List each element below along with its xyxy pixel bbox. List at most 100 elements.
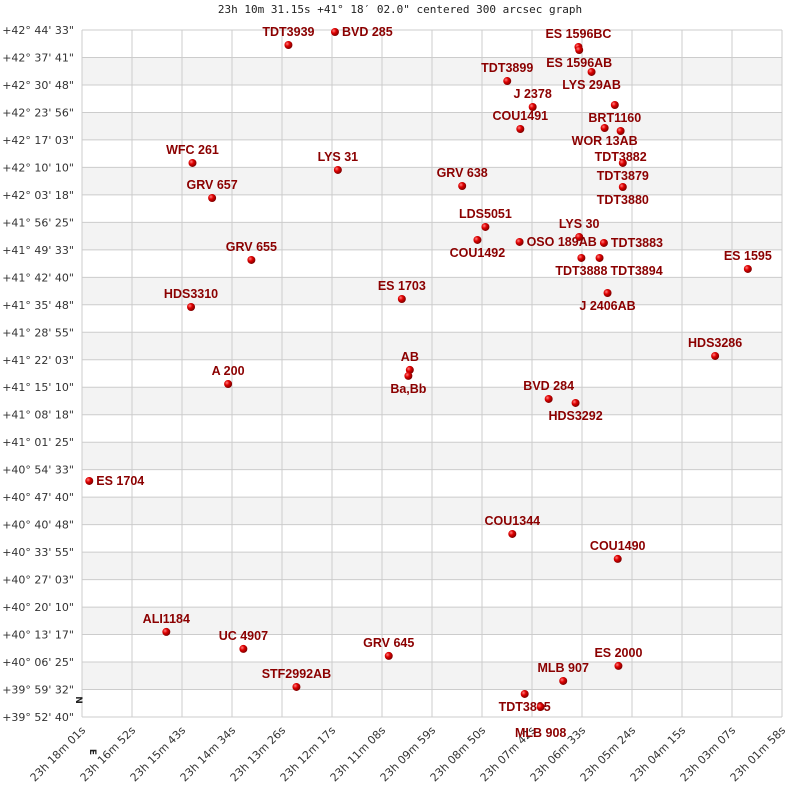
star-marker bbox=[515, 237, 524, 246]
star-marker bbox=[473, 235, 482, 244]
star-marker bbox=[575, 45, 584, 54]
star-label: COU1492 bbox=[450, 246, 506, 260]
star-tdt3894: TDT3894 bbox=[595, 253, 663, 278]
star-tdt3888: TDT3888 bbox=[555, 253, 607, 278]
star-cou1491: COU1491 bbox=[493, 109, 549, 133]
star-label: ALI1184 bbox=[143, 612, 190, 626]
star-marker bbox=[187, 302, 196, 311]
star-lys-30: LYS 30 bbox=[559, 217, 600, 241]
star-marker bbox=[616, 126, 625, 135]
star-wfc-261: WFC 261 bbox=[166, 143, 219, 167]
star-label: LDS5051 bbox=[459, 207, 512, 221]
star-tdt3899: TDT3899 bbox=[481, 61, 533, 86]
star-label: TDT3880 bbox=[597, 193, 649, 207]
star-label: ES 1703 bbox=[378, 279, 426, 293]
star-marker bbox=[508, 529, 517, 538]
star-mlb-907: MLB 907 bbox=[538, 661, 589, 685]
chart-title: 23h 10m 31.15s +41° 18′ 02.0" centered 3… bbox=[218, 3, 582, 16]
star-label: WFC 261 bbox=[166, 143, 219, 157]
star-label: BRT1160 bbox=[588, 111, 641, 125]
star-label: COU1344 bbox=[485, 514, 541, 528]
star-label: GRV 657 bbox=[187, 178, 238, 192]
star-marker bbox=[333, 165, 342, 174]
star-marker bbox=[536, 702, 545, 711]
star-marker bbox=[239, 644, 248, 653]
y-tick-label: +41° 35' 48" bbox=[2, 299, 74, 312]
star-marker bbox=[188, 158, 197, 167]
y-tick-label: +40° 27' 03" bbox=[2, 574, 74, 587]
star-ab: AB bbox=[401, 350, 419, 374]
star-label: BVD 285 bbox=[342, 25, 393, 39]
star-marker bbox=[404, 371, 413, 380]
star-es-2000: ES 2000 bbox=[594, 646, 642, 670]
y-tick-label: +41° 49' 33" bbox=[2, 244, 74, 257]
star-label: OSO 189AB bbox=[527, 235, 597, 249]
star-label: J 2406AB bbox=[579, 299, 635, 313]
star-marker bbox=[397, 294, 406, 303]
star-label: UC 4907 bbox=[219, 629, 268, 643]
star-j-2378: J 2378 bbox=[514, 87, 552, 112]
star-marker bbox=[162, 627, 171, 636]
star-lys-31: LYS 31 bbox=[318, 150, 359, 174]
star-points: TDT3939 BVD 285 ES 1596BC ES 1596AB LYS 29AB… bbox=[85, 25, 772, 740]
star-label: BVD 284 bbox=[523, 379, 574, 393]
star-marker bbox=[610, 101, 619, 110]
y-tick-label: +42° 23' 56" bbox=[2, 106, 74, 119]
star-label: LYS 31 bbox=[318, 150, 359, 164]
star-marker bbox=[458, 182, 467, 191]
y-tick-label: +41° 56' 25" bbox=[2, 216, 74, 229]
y-tick-label: +40° 47' 40" bbox=[2, 491, 74, 504]
y-tick-label: +42° 30' 48" bbox=[2, 79, 74, 92]
star-label: Ba,Bb bbox=[390, 382, 426, 396]
star-label: HDS3310 bbox=[164, 287, 218, 301]
star-ba-bb: Ba,Bb bbox=[390, 371, 427, 396]
star-hds3292: HDS3292 bbox=[548, 398, 603, 423]
star-label: AB bbox=[401, 350, 419, 364]
star-bvd-284: BVD 284 bbox=[523, 379, 574, 403]
y-tick-label: +40° 54' 33" bbox=[2, 464, 74, 477]
star-marker bbox=[599, 238, 608, 247]
star-marker bbox=[528, 103, 537, 112]
star-marker bbox=[247, 255, 256, 264]
star-marker bbox=[614, 661, 623, 670]
star-marker bbox=[613, 554, 622, 563]
star-marker bbox=[618, 183, 627, 192]
star-label: STF2992AB bbox=[262, 667, 331, 681]
star-marker bbox=[481, 222, 490, 231]
star-es-1704: ES 1704 bbox=[85, 474, 144, 488]
star-label: TDT3894 bbox=[611, 264, 663, 278]
star-label: GRV 655 bbox=[226, 240, 277, 254]
star-marker bbox=[405, 365, 414, 374]
star-marker bbox=[330, 27, 339, 36]
star-label: ES 1596BC bbox=[545, 27, 611, 41]
y-axis-ticks: +42° 44' 33" +42° 37' 41" +42° 30' 48" +42°… bbox=[2, 24, 74, 724]
star-marker bbox=[595, 253, 604, 262]
star-marker bbox=[516, 124, 525, 133]
star-marker bbox=[503, 77, 512, 86]
star-grv-655: GRV 655 bbox=[226, 240, 277, 264]
y-tick-label: +42° 10' 10" bbox=[2, 161, 74, 174]
star-marker bbox=[85, 476, 94, 485]
y-tick-label: +40° 40' 48" bbox=[2, 519, 74, 532]
star-marker bbox=[600, 123, 609, 132]
star-tdt3879: TDT3879 bbox=[597, 158, 649, 183]
star-marker bbox=[571, 398, 580, 407]
star-tdt3883: TDT3883 bbox=[599, 236, 663, 250]
star-marker bbox=[575, 232, 584, 241]
star-label: WOR 13AB bbox=[572, 134, 638, 148]
star-label: ES 2000 bbox=[594, 646, 642, 660]
star-tdt3939: TDT3939 bbox=[262, 25, 315, 49]
y-tick-label: +40° 33' 55" bbox=[2, 546, 74, 559]
star-marker bbox=[284, 40, 293, 49]
y-tick-label: +40° 13' 17" bbox=[2, 629, 74, 642]
star-marker bbox=[224, 379, 233, 388]
star-marker bbox=[618, 158, 627, 167]
star-label: COU1490 bbox=[590, 539, 646, 553]
star-marker bbox=[587, 67, 596, 76]
star-marker bbox=[520, 689, 529, 698]
star-label: COU1491 bbox=[493, 109, 549, 123]
y-tick-label: +42° 37' 41" bbox=[2, 51, 74, 64]
star-marker bbox=[577, 253, 586, 262]
star-grv-645: GRV 645 bbox=[363, 636, 414, 660]
